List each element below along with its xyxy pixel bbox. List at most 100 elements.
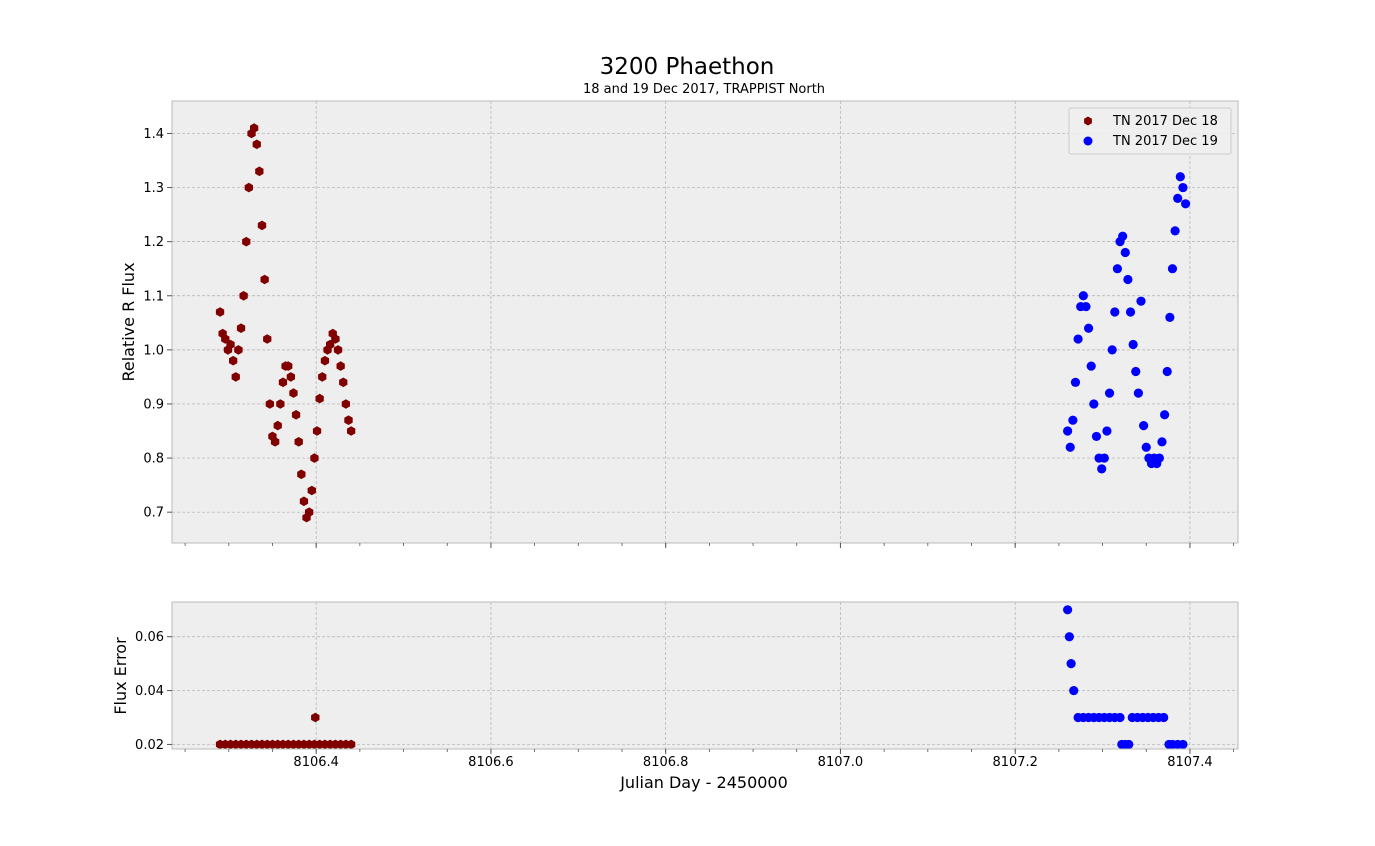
y-tick-label: 0.9: [143, 397, 164, 412]
data-point: [291, 410, 301, 420]
data-point: [1175, 172, 1185, 182]
data-point: [1078, 291, 1088, 301]
data-point: [1154, 453, 1164, 463]
y-tick-label: 1.2: [143, 235, 164, 250]
data-point: [320, 355, 330, 366]
data-point: [1170, 226, 1180, 236]
data-point: [297, 469, 306, 480]
data-point: [1110, 307, 1120, 317]
data-point: [236, 323, 246, 333]
data-point: [1167, 264, 1178, 274]
data-point: [347, 426, 356, 436]
y-tick-label: 0.04: [135, 684, 164, 699]
data-point: [1097, 464, 1107, 474]
data-point: [1180, 199, 1191, 209]
data-point: [1157, 437, 1167, 447]
data-point: [318, 372, 327, 382]
data-point: [299, 496, 309, 507]
data-point: [215, 307, 225, 317]
data-point: [1128, 339, 1138, 350]
data-point: [231, 372, 240, 382]
data-point: [1133, 388, 1143, 398]
plot-area: [172, 101, 1238, 543]
data-point: [273, 420, 282, 431]
data-point: [1068, 415, 1078, 425]
data-point: [226, 339, 235, 350]
chart-subtitle: 18 and 19 Dec 2017, TRAPPIST North: [583, 82, 825, 97]
data-point: [1165, 312, 1175, 323]
y-tick-label: 1.0: [143, 343, 164, 358]
data-point: [229, 355, 238, 366]
y-tick-label: 0.06: [135, 630, 164, 645]
top-y-axis-label: Relative R Flux: [119, 262, 138, 381]
data-point: [294, 437, 303, 447]
data-point: [1125, 307, 1136, 317]
data-point: [270, 437, 280, 447]
data-point: [1099, 453, 1109, 463]
data-point: [250, 123, 259, 133]
data-point: [1124, 739, 1134, 750]
data-point: [1069, 685, 1079, 696]
legend-marker-dec18-icon: [1084, 116, 1092, 126]
data-point: [1073, 334, 1083, 344]
data-point: [305, 507, 314, 517]
y-tick-label: 0.02: [135, 738, 164, 753]
data-point: [331, 334, 340, 344]
legend-label-dec19: TN 2017 Dec 19: [1112, 134, 1218, 149]
bottom-y-axis-label: Flux Error: [111, 637, 130, 715]
data-point: [1112, 264, 1123, 274]
data-point: [1118, 231, 1128, 241]
legend-box: [1068, 107, 1232, 155]
data-point: [286, 372, 295, 382]
data-point: [1131, 366, 1141, 377]
data-point: [244, 182, 253, 193]
data-point: [1123, 274, 1133, 285]
data-point: [1081, 301, 1091, 312]
data-point: [336, 361, 345, 371]
data-point: [1102, 426, 1112, 436]
data-point: [257, 220, 267, 231]
data-point: [307, 485, 316, 496]
data-point: [1065, 442, 1075, 452]
y-tick-label: 0.8: [143, 452, 164, 467]
data-point: [276, 399, 285, 409]
data-point: [1066, 659, 1076, 669]
data-point: [234, 345, 243, 355]
data-point: [311, 712, 320, 723]
plot-frame: [171, 100, 1239, 544]
data-point: [1083, 323, 1094, 333]
top-panel: 0.7 0.8 0.9 1.0 1.1 1.2 1.3 1.4: [143, 100, 1239, 548]
data-point: [1136, 296, 1146, 306]
data-point: [326, 339, 335, 350]
data-point: [315, 393, 324, 404]
data-point: [1091, 431, 1102, 442]
chart-title: 3200 Phaethon: [600, 54, 775, 80]
data-point: [1063, 605, 1073, 615]
data-point: [263, 334, 272, 344]
data-point: [1120, 247, 1130, 258]
data-point: [239, 291, 248, 301]
x-tick-label: 8106.6: [468, 755, 514, 770]
data-point: [333, 345, 343, 355]
data-point: [1107, 345, 1117, 355]
plot-frame: [171, 601, 1239, 750]
x-tick-label: 8107.0: [818, 755, 864, 770]
legend-label-dec18: TN 2017 Dec 18: [1112, 114, 1218, 129]
data-point: [310, 453, 319, 463]
data-point: [252, 139, 261, 150]
data-point: [284, 361, 293, 371]
data-point: [1162, 366, 1172, 377]
y-tick-label: 1.4: [143, 127, 164, 142]
bottom-panel: 8106.4 8106.6 8106.8 8107.0 8107.2 8107.4 0.02…: [135, 601, 1239, 770]
data-point: [265, 399, 274, 409]
data-point: [1070, 377, 1081, 387]
x-axis-label: Julian Day - 2450000: [619, 773, 788, 792]
data-point: [1141, 442, 1151, 452]
data-point: [1089, 399, 1099, 409]
data-point: [278, 377, 288, 388]
x-tick-label: 8106.4: [293, 755, 339, 770]
data-point: [1178, 739, 1188, 750]
legend: TN 2017 Dec 18 TN 2017 Dec 19: [1068, 107, 1232, 155]
